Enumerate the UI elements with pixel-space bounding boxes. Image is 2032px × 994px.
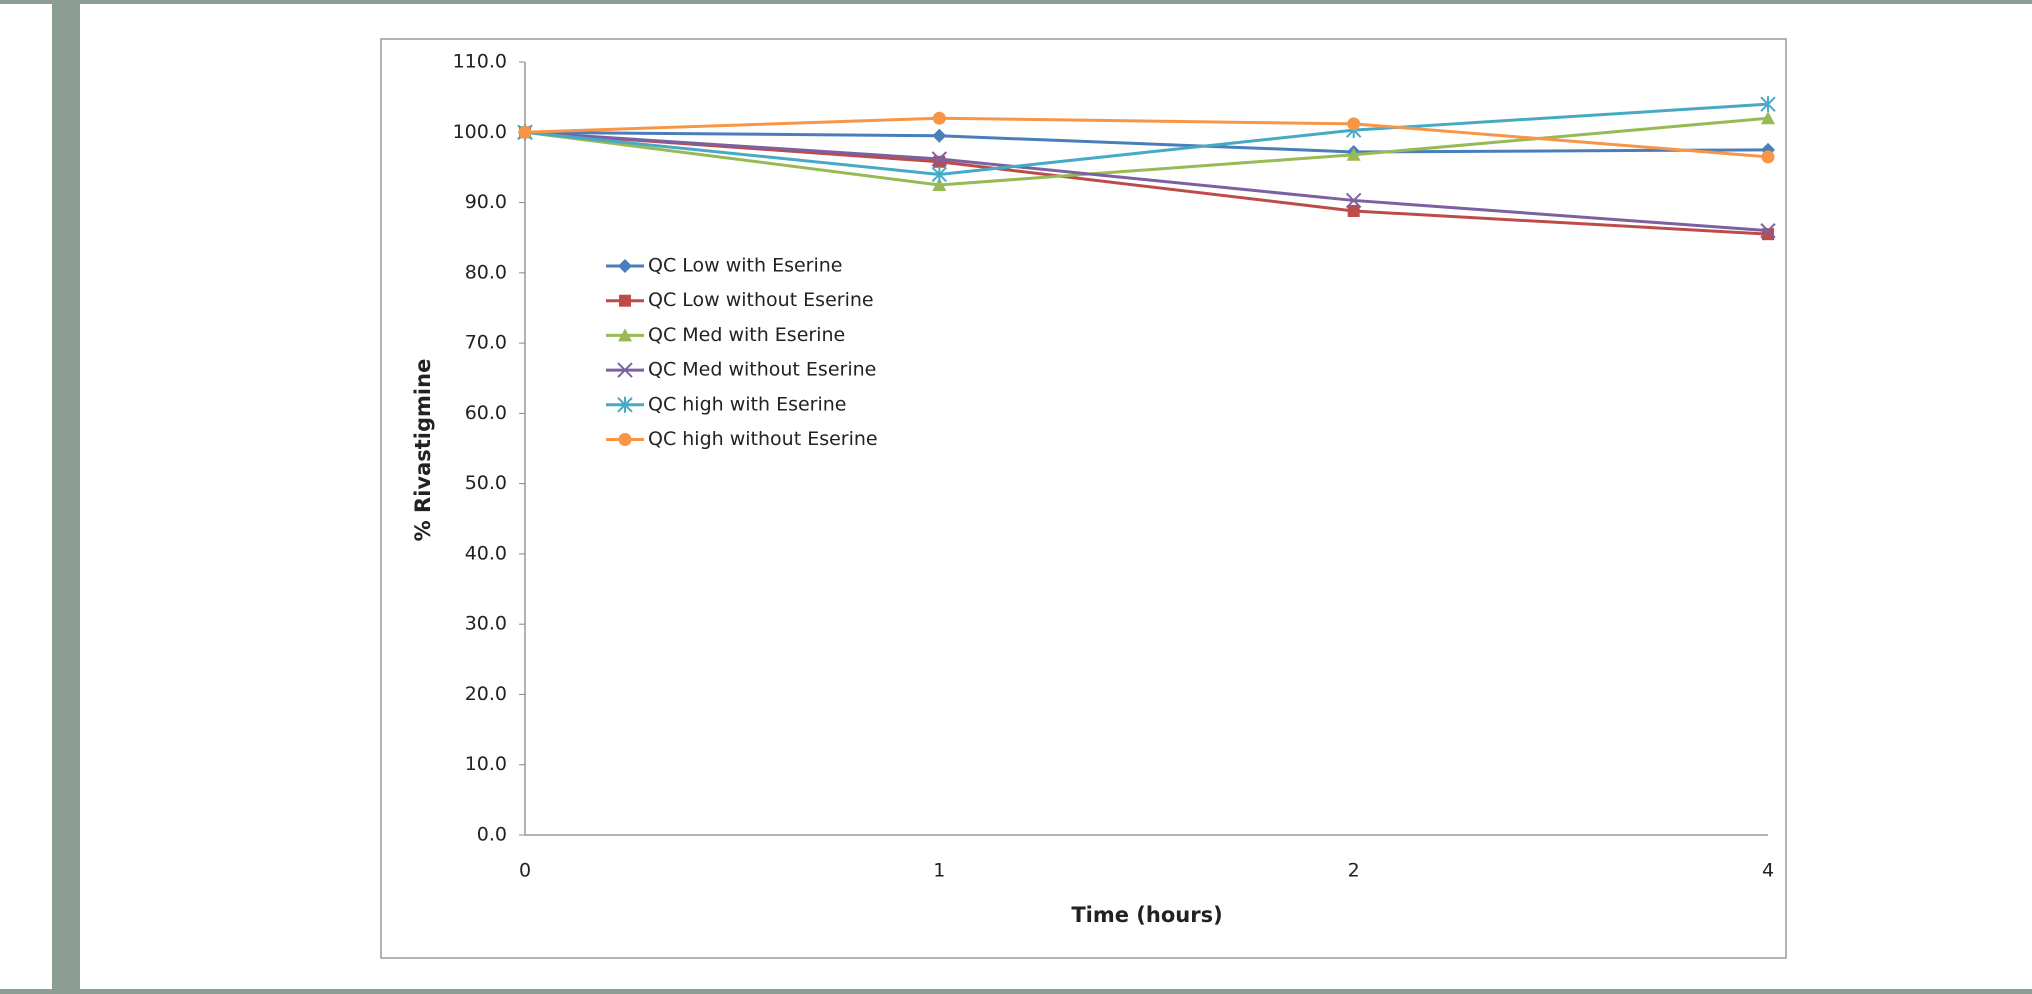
- x-tick-label: 0: [519, 860, 531, 882]
- y-tick-label: 10.0: [465, 753, 507, 775]
- series-line: [524, 130, 1769, 233]
- marker: [1347, 204, 1360, 217]
- marker: [1345, 192, 1362, 209]
- legend-label: QC Low without Eserine: [648, 289, 874, 311]
- marker: [932, 111, 946, 125]
- legend-marker: [617, 396, 633, 413]
- legend-marker: [618, 433, 632, 446]
- series-line: [524, 116, 1769, 187]
- y-tick-label: 90.0: [465, 191, 507, 213]
- legend-marker: [618, 259, 632, 273]
- marker: [932, 128, 947, 143]
- y-tick-label: 100.0: [453, 121, 507, 143]
- marker: [932, 177, 947, 191]
- top-border: [0, 0, 2032, 4]
- side-bar: [52, 0, 80, 994]
- legend-marker: [617, 362, 633, 378]
- legend-label: QC Med with Eserine: [648, 324, 845, 346]
- y-tick-label: 20.0: [465, 683, 507, 705]
- y-tick-label: 0.0: [477, 824, 507, 846]
- chart-frame: [380, 38, 1787, 959]
- marker: [1347, 117, 1361, 131]
- y-axis-title: % Rivastigmine: [411, 359, 435, 542]
- legend-marker: [618, 328, 632, 342]
- marker: [1761, 111, 1775, 125]
- x-tick-label: 2: [1348, 860, 1360, 882]
- marker: [1346, 147, 1361, 161]
- marker: [931, 151, 948, 167]
- marker: [1761, 150, 1775, 164]
- y-tick-label: 70.0: [465, 332, 507, 354]
- marker: [931, 166, 948, 183]
- y-tick-label: 40.0: [465, 542, 507, 564]
- series-line: [524, 116, 1769, 159]
- legend-label: QC high with Eserine: [648, 393, 847, 415]
- y-tick-label: 50.0: [465, 472, 507, 494]
- x-tick-label: 1: [933, 860, 945, 882]
- x-axis-title: Time (hours): [1071, 903, 1222, 927]
- series-line: [524, 102, 1769, 176]
- marker: [1760, 222, 1776, 239]
- y-tick-label: 30.0: [465, 613, 507, 635]
- y-tick-label: 80.0: [465, 261, 507, 283]
- marker: [518, 125, 532, 139]
- legend-label: QC Low with Eserine: [648, 255, 842, 277]
- y-tick-label: 110.0: [453, 51, 507, 73]
- legend-marker: [619, 294, 631, 307]
- marker: [1760, 96, 1776, 113]
- bottom-border: [0, 989, 2032, 994]
- legend-label: QC Med without Eserine: [648, 359, 876, 381]
- legend-label: QC high without Eserine: [648, 428, 878, 450]
- x-tick-label: 4: [1762, 860, 1774, 882]
- series-line: [524, 130, 1769, 154]
- y-tick-label: 60.0: [465, 402, 507, 424]
